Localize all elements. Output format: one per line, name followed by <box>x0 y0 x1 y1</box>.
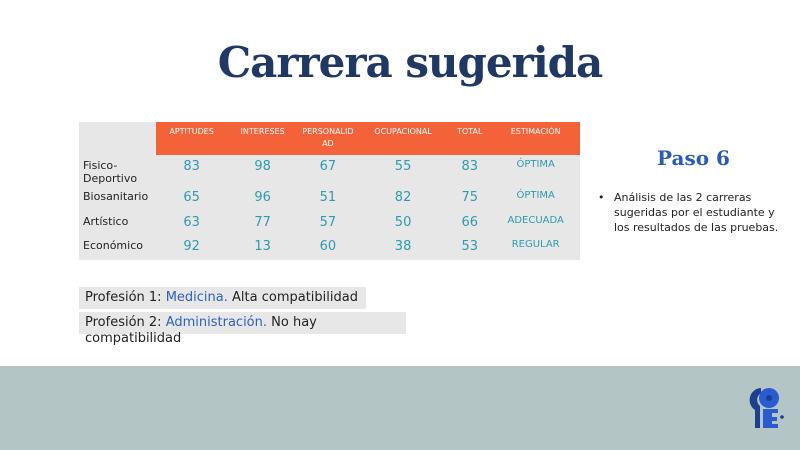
score-cell: 83 <box>461 159 479 174</box>
profession-2-career: Administración. <box>165 315 268 330</box>
score-cell: 63 <box>183 215 200 230</box>
row-label: Fisico-Deportivo <box>83 159 138 185</box>
header-total: TOTAL <box>448 122 492 155</box>
table-row: Artístico 63 77 57 50 66 ADECUADA <box>79 211 580 235</box>
score-cell: 55 <box>394 159 412 174</box>
profession-2-result: No hay compatibilidad <box>85 315 317 346</box>
profession-2-prefix: Profesión 2: <box>85 315 166 330</box>
step-title: Paso 6 <box>657 146 730 170</box>
header-personalidad: PERSONALIDAD <box>297 122 358 155</box>
score-cell: 57 <box>319 215 337 230</box>
estimation-cell: ÓPTIMA <box>516 159 555 170</box>
profession-1-result: Alta compatibilidad <box>227 290 358 305</box>
table-row: Económico 92 13 60 38 53 REGULAR <box>79 235 580 260</box>
header-estimacion: ESTIMACIÓN <box>491 122 580 155</box>
score-cell: 50 <box>394 215 412 230</box>
score-cell: 65 <box>183 190 200 205</box>
score-cell: 51 <box>319 190 337 205</box>
table-row: Fisico-Deportivo 83 98 67 55 83 ÓPTIMA <box>79 155 580 186</box>
table-header-row: APTITUDES INTERESES PERSONALIDAD OCUPACI… <box>79 122 580 155</box>
header-intereses: INTERESES <box>227 122 298 155</box>
score-cell: 67 <box>319 159 337 174</box>
row-label: Artístico <box>83 215 129 228</box>
header-blank <box>79 122 156 155</box>
results-table: APTITUDES INTERESES PERSONALIDAD OCUPACI… <box>79 122 580 260</box>
score-cell: 82 <box>394 190 412 205</box>
score-cell: 60 <box>319 239 337 254</box>
score-cell: 53 <box>461 239 479 254</box>
step-bullet: • Análisis de las 2 carreras sugeridas po… <box>598 190 793 235</box>
score-cell: 66 <box>461 215 479 230</box>
score-cell: 77 <box>254 215 271 230</box>
footer-band <box>0 366 800 450</box>
estimation-cell: ADECUADA <box>507 215 564 226</box>
score-cell: 83 <box>183 159 200 174</box>
key-logo-icon <box>749 388 784 428</box>
table-row: Biosanitario 65 96 51 82 75 ÓPTIMA <box>79 186 580 211</box>
row-label: Económico <box>83 239 143 252</box>
estimation-cell: REGULAR <box>511 239 560 250</box>
score-cell: 38 <box>394 239 412 254</box>
score-cell: 98 <box>254 159 271 174</box>
score-cell: 92 <box>183 239 200 254</box>
estimation-cell: ÓPTIMA <box>516 190 555 201</box>
header-aptitudes: APTITUDES <box>156 122 228 155</box>
header-ocupacional: OCUPACIONAL <box>357 122 449 155</box>
score-cell: 96 <box>254 190 271 205</box>
profession-1-prefix: Profesión 1: <box>85 290 166 305</box>
score-cell: 75 <box>461 190 479 205</box>
row-label: Biosanitario <box>83 190 149 203</box>
bullet-text: Análisis de las 2 carreras sugeridas por… <box>614 191 779 234</box>
bullet-dot: • <box>598 191 605 204</box>
slide-title: Carrera sugerida <box>217 38 604 87</box>
profession-2: Profesión 2: Administración. No hay comp… <box>79 312 406 346</box>
profession-1-career: Medicina. <box>165 290 228 305</box>
profession-1: Profesión 1: Medicina. Alta compatibilid… <box>79 287 366 309</box>
score-cell: 13 <box>254 239 271 254</box>
